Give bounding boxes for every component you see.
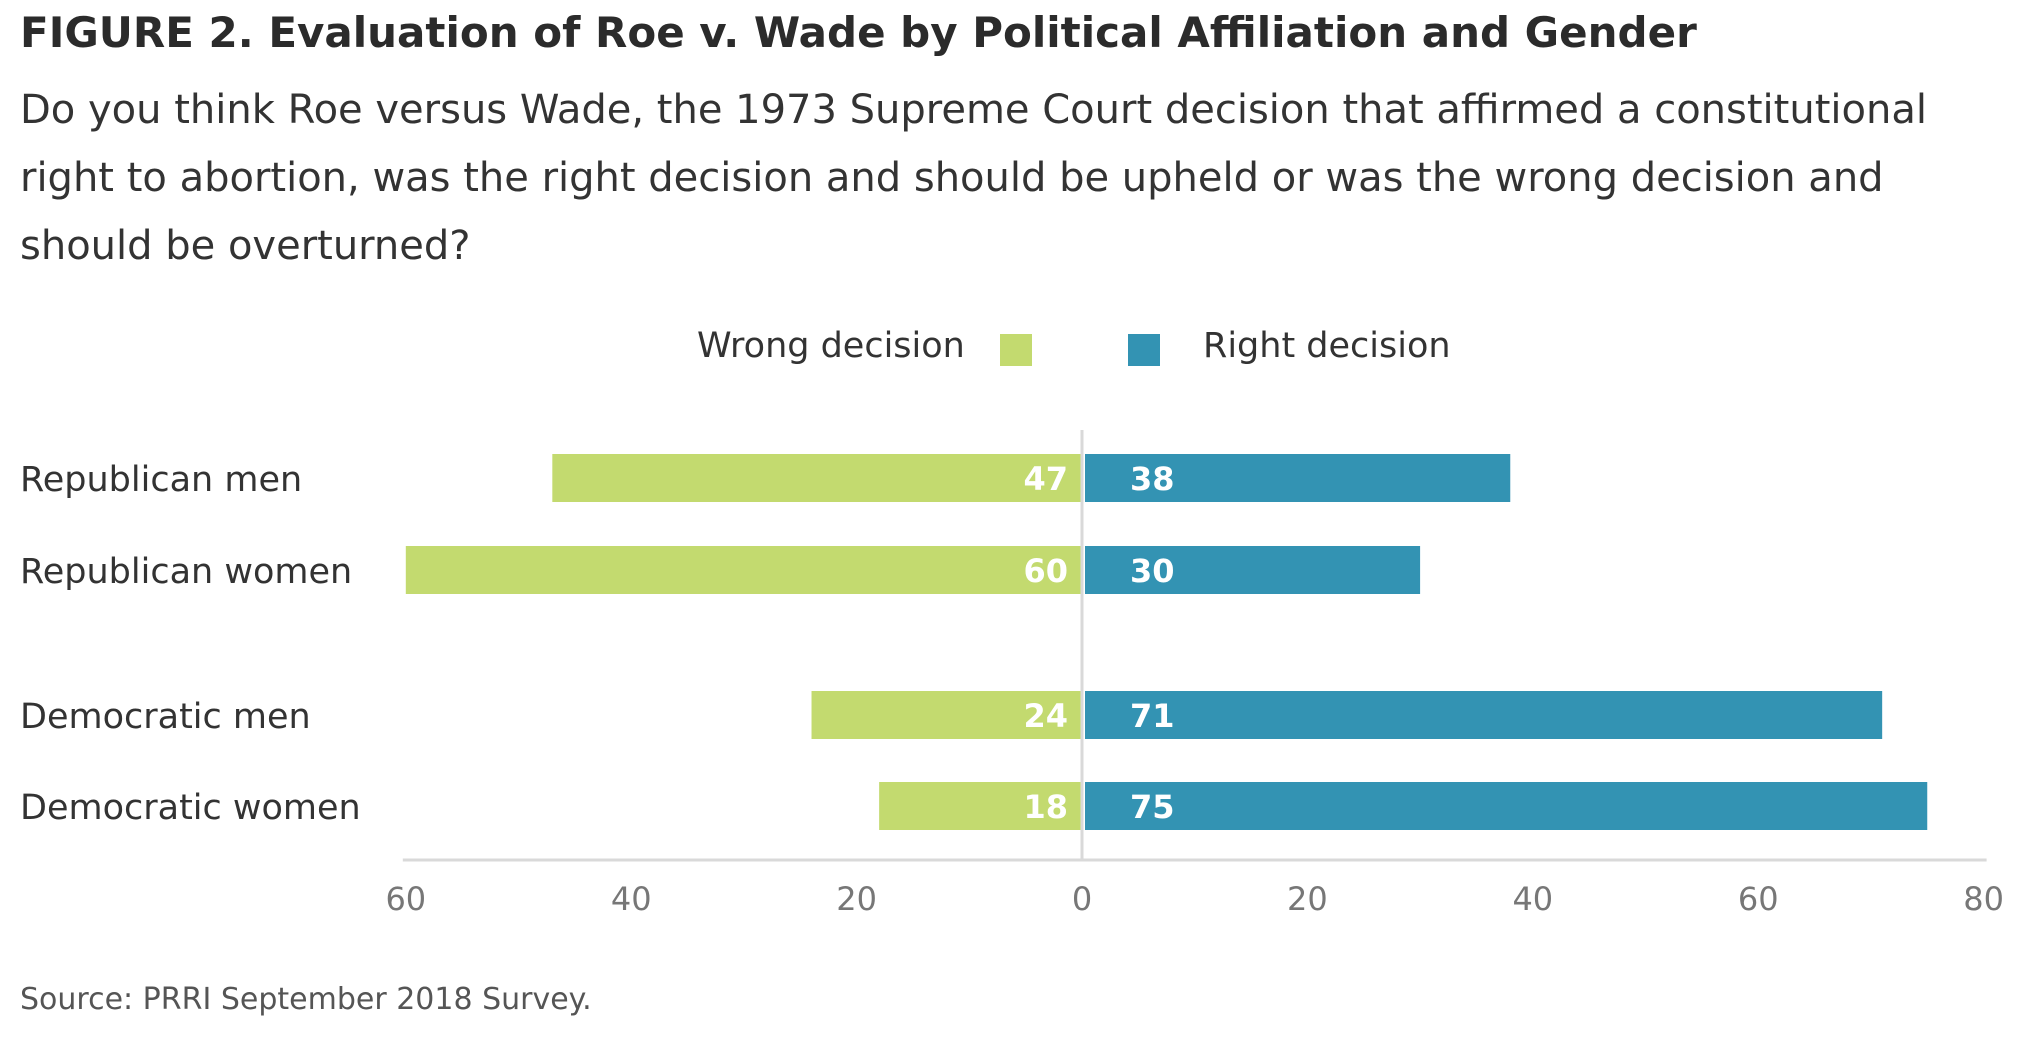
data-label-right-republican-men: 38 (1130, 460, 1175, 498)
bar-right-democratic-men (1085, 691, 1883, 739)
bar-wrong-democratic-women (879, 782, 1082, 830)
legend-swatch-wrong (1000, 334, 1032, 366)
bar-wrong-republican-men (552, 454, 1082, 502)
bar-right-republican-men (1085, 454, 1511, 502)
bar-right-republican-women (1085, 546, 1421, 594)
data-label-wrong-democratic-women: 18 (1023, 788, 1068, 826)
survey-question: Do you think Roe versus Wade, the 1973 S… (20, 87, 1927, 269)
category-label-democratic-men: Democratic men (20, 697, 311, 737)
legend-swatch-right (1128, 334, 1160, 366)
data-label-wrong-republican-women: 60 (1023, 552, 1068, 590)
bar-right-democratic-women (1085, 782, 1928, 830)
x-tick-label: 20 (836, 880, 877, 918)
data-label-right-democratic-women: 75 (1130, 788, 1175, 826)
diverging-bar-chart: Republican men 47 38 Republican women 60 30 De… (20, 430, 2004, 918)
source-note: Source: PRRI September 2018 Survey. (20, 982, 592, 1017)
data-label-right-republican-women: 30 (1130, 552, 1175, 590)
bar-wrong-democratic-men (811, 691, 1082, 739)
data-label-right-democratic-men: 71 (1130, 697, 1175, 735)
x-tick-label: 60 (1738, 880, 1779, 918)
chart-title: FIGURE 2. Evaluation of Roe v. Wade by P… (20, 8, 1697, 57)
x-tick-label: 0 (1072, 880, 1092, 918)
category-label-republican-women: Republican women (20, 552, 352, 592)
x-tick-label: 20 (1287, 880, 1328, 918)
x-tick-label: 40 (1512, 880, 1553, 918)
bar-wrong-republican-women (405, 546, 1082, 594)
data-label-wrong-democratic-men: 24 (1023, 697, 1068, 735)
x-tick-label: 40 (611, 880, 652, 918)
legend-label-right: Right decision (1203, 326, 1451, 366)
x-tick-label: 80 (1963, 880, 2004, 918)
category-label-republican-men: Republican men (20, 460, 302, 500)
category-label-democratic-women: Democratic women (20, 788, 361, 828)
legend-label-wrong: Wrong decision (697, 326, 965, 366)
x-tick-label: 60 (385, 880, 426, 918)
data-label-wrong-republican-men: 47 (1023, 460, 1068, 498)
